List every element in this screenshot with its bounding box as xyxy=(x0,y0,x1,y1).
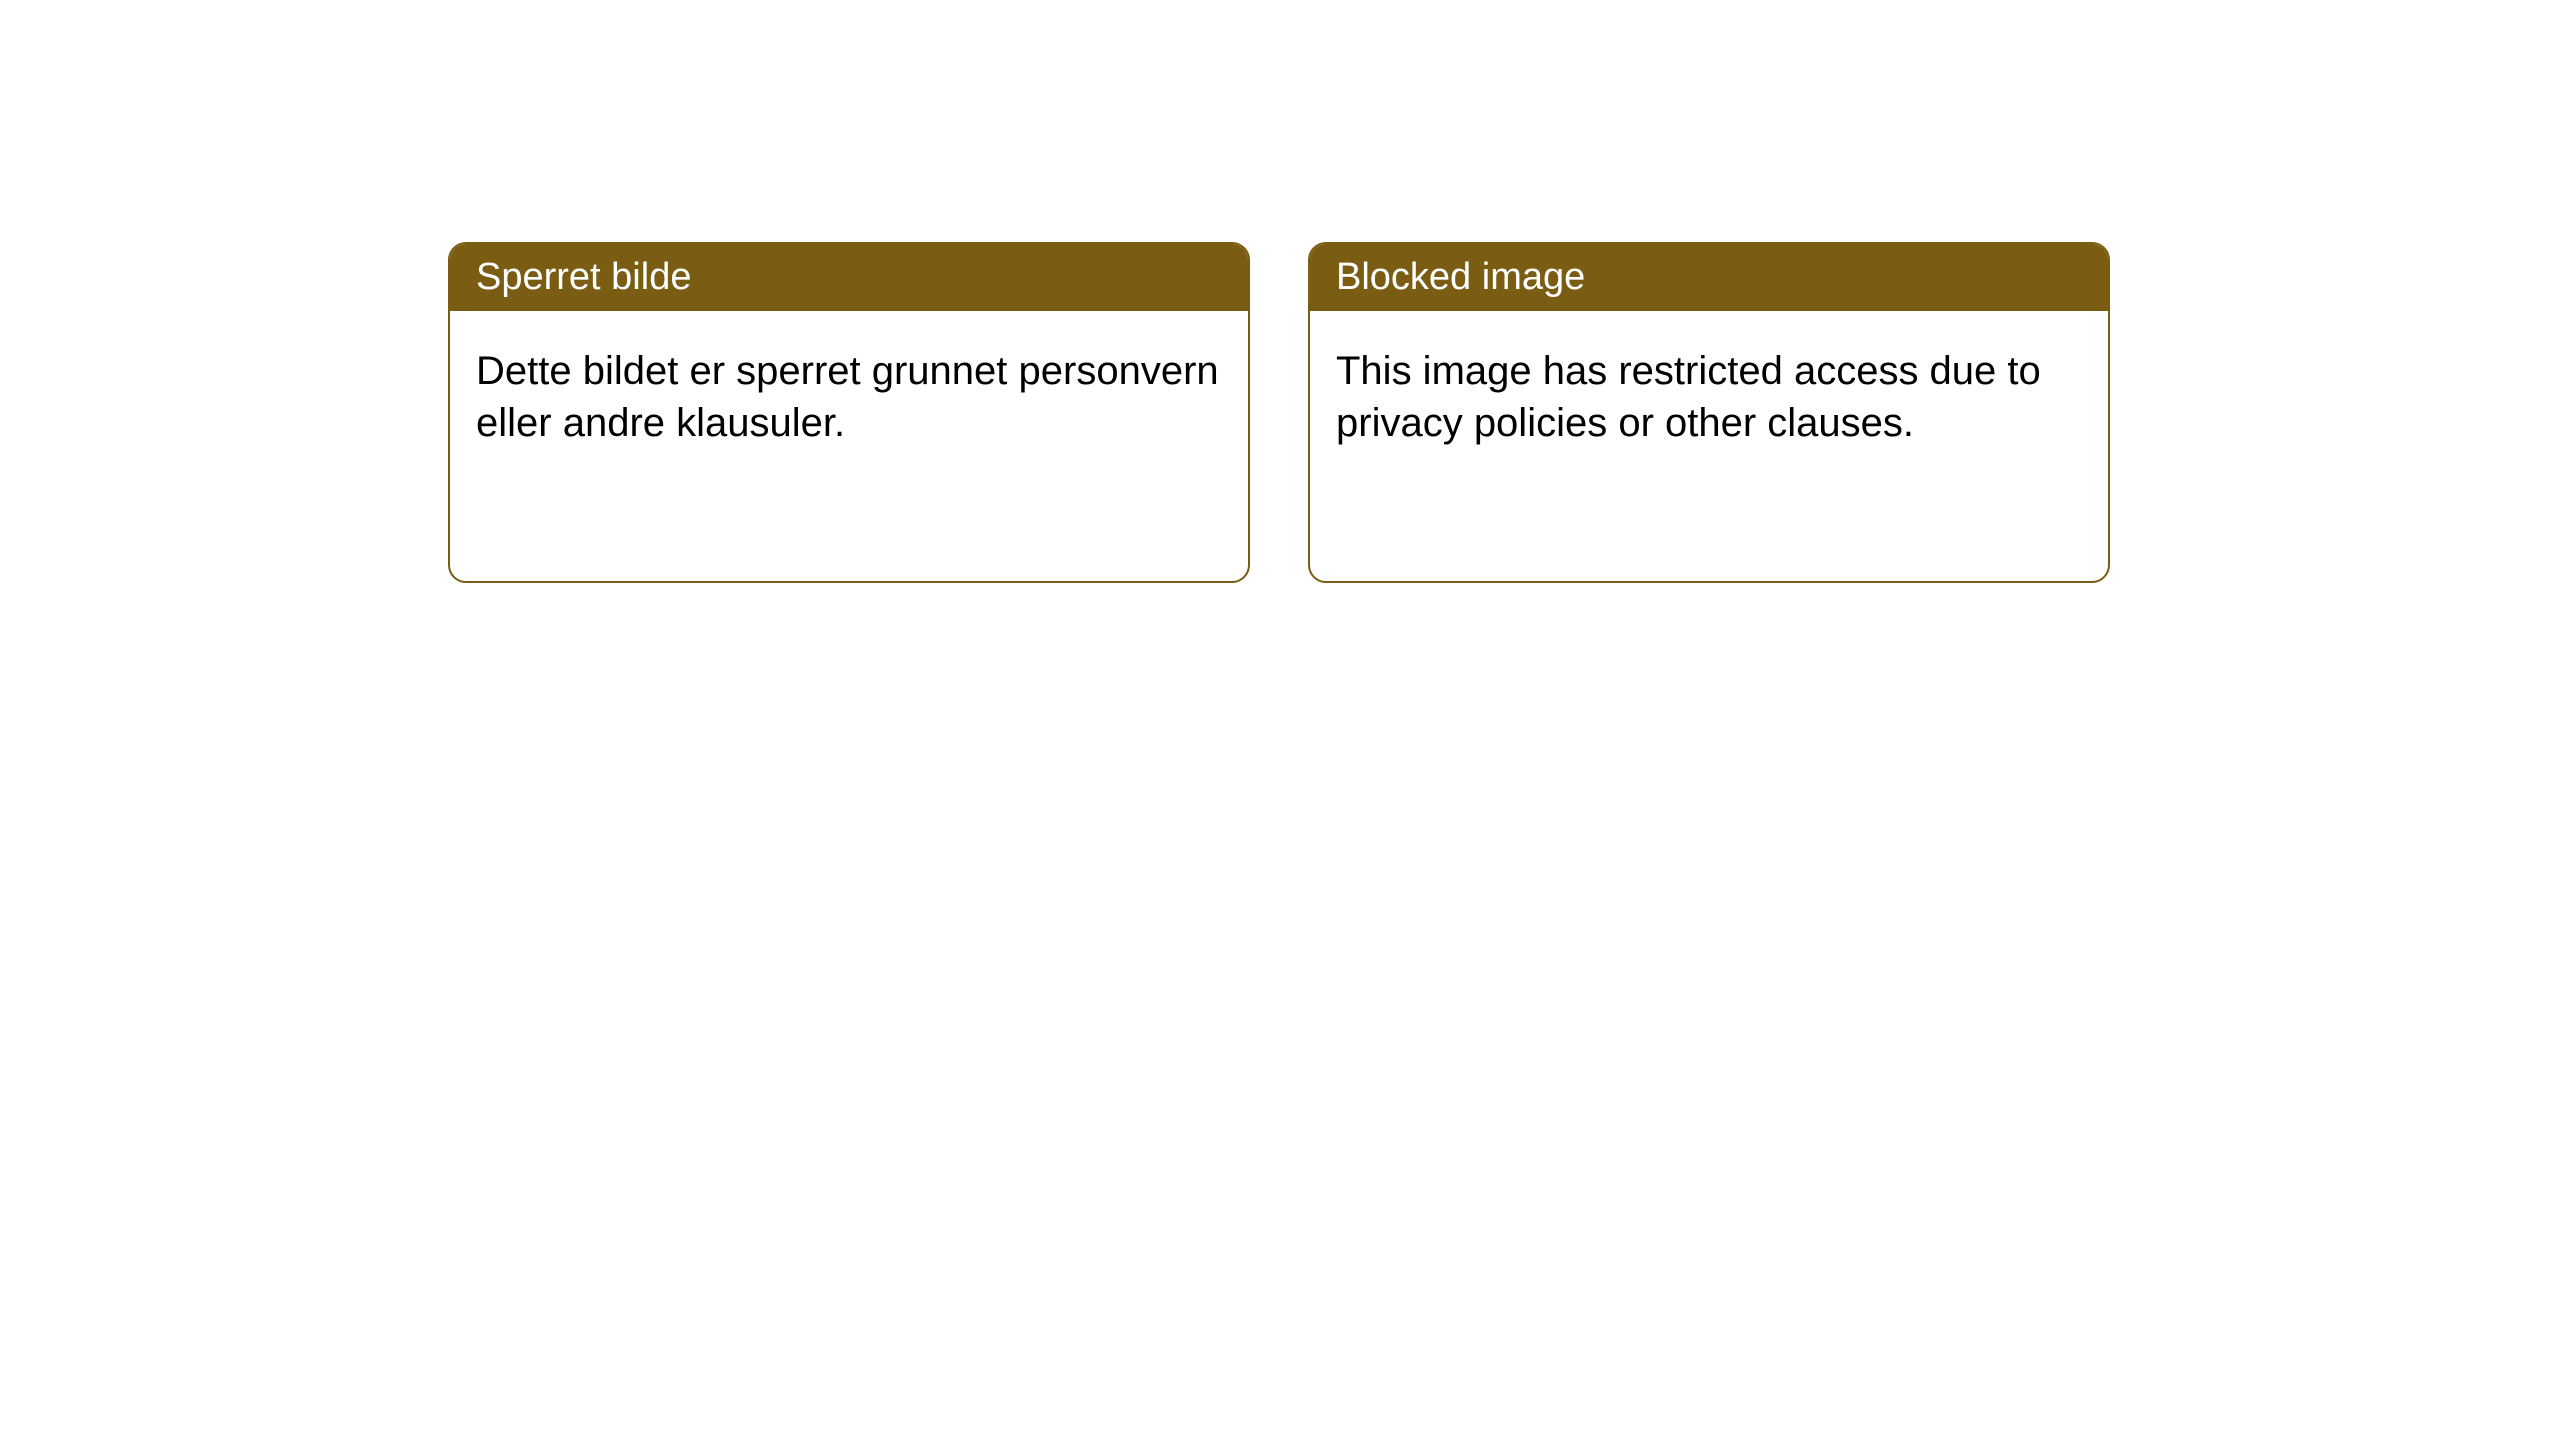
notice-header: Sperret bilde xyxy=(450,244,1248,311)
notice-message: Dette bildet er sperret grunnet personve… xyxy=(476,349,1219,445)
notice-card-english: Blocked image This image has restricted … xyxy=(1308,242,2110,583)
notice-header: Blocked image xyxy=(1310,244,2108,311)
notice-title: Blocked image xyxy=(1336,256,1585,298)
notice-body: This image has restricted access due to … xyxy=(1310,311,2108,581)
notice-card-norwegian: Sperret bilde Dette bildet er sperret gr… xyxy=(448,242,1250,583)
notice-container: Sperret bilde Dette bildet er sperret gr… xyxy=(0,0,2560,583)
notice-body: Dette bildet er sperret grunnet personve… xyxy=(450,311,1248,581)
notice-message: This image has restricted access due to … xyxy=(1336,349,2041,445)
notice-title: Sperret bilde xyxy=(476,256,691,298)
